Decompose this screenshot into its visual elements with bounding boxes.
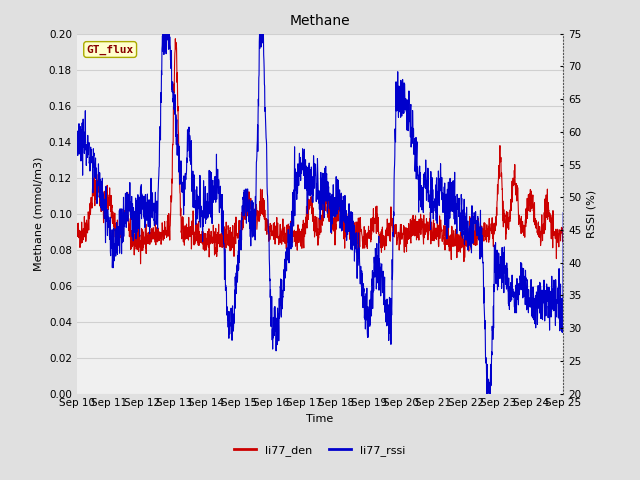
Y-axis label: RSSI (%): RSSI (%)	[587, 190, 597, 238]
X-axis label: Time: Time	[307, 414, 333, 424]
Legend: li77_den, li77_rssi: li77_den, li77_rssi	[230, 440, 410, 460]
Text: GT_flux: GT_flux	[86, 44, 134, 55]
Title: Methane: Methane	[290, 14, 350, 28]
Y-axis label: Methane (mmol/m3): Methane (mmol/m3)	[33, 156, 44, 271]
